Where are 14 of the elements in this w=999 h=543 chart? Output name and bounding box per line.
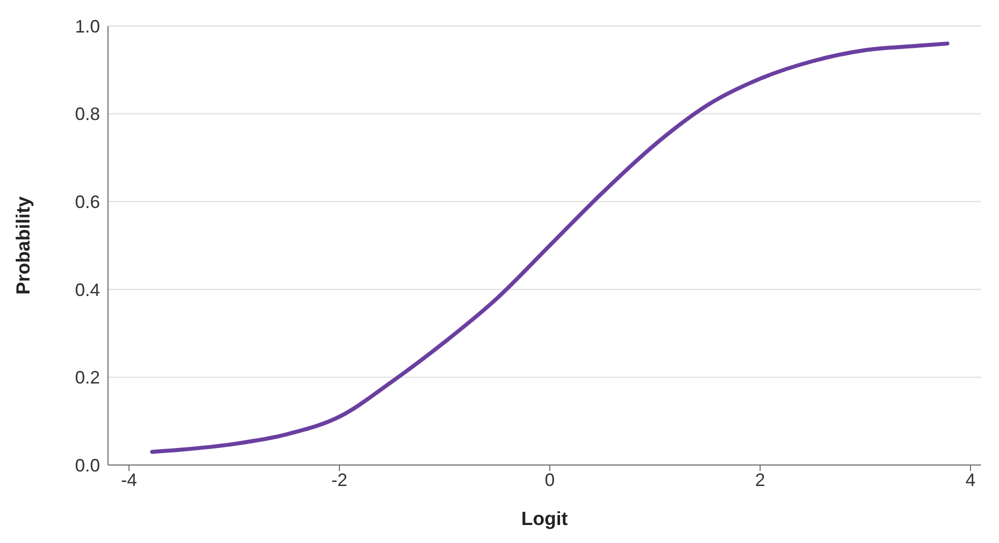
y-tick-label: 1.0 xyxy=(74,16,100,36)
y-tick-label: 0.8 xyxy=(74,104,100,124)
x-tick-label: 2 xyxy=(755,470,766,490)
y-tick-label: 0.2 xyxy=(74,368,100,388)
line-series xyxy=(150,42,950,454)
x-tick-label: 4 xyxy=(965,470,976,490)
y-tick-label: 0.6 xyxy=(74,192,100,212)
x-tick-label: -2 xyxy=(331,470,348,490)
y-tick-label: 0.4 xyxy=(74,280,100,300)
x-axis-title: Logit xyxy=(521,509,568,530)
y-tick-label: 0.0 xyxy=(74,455,100,476)
y-axis-title: Probability xyxy=(14,196,35,295)
x-tick-label: -4 xyxy=(121,470,138,490)
x-tick-label: 0 xyxy=(544,470,555,490)
